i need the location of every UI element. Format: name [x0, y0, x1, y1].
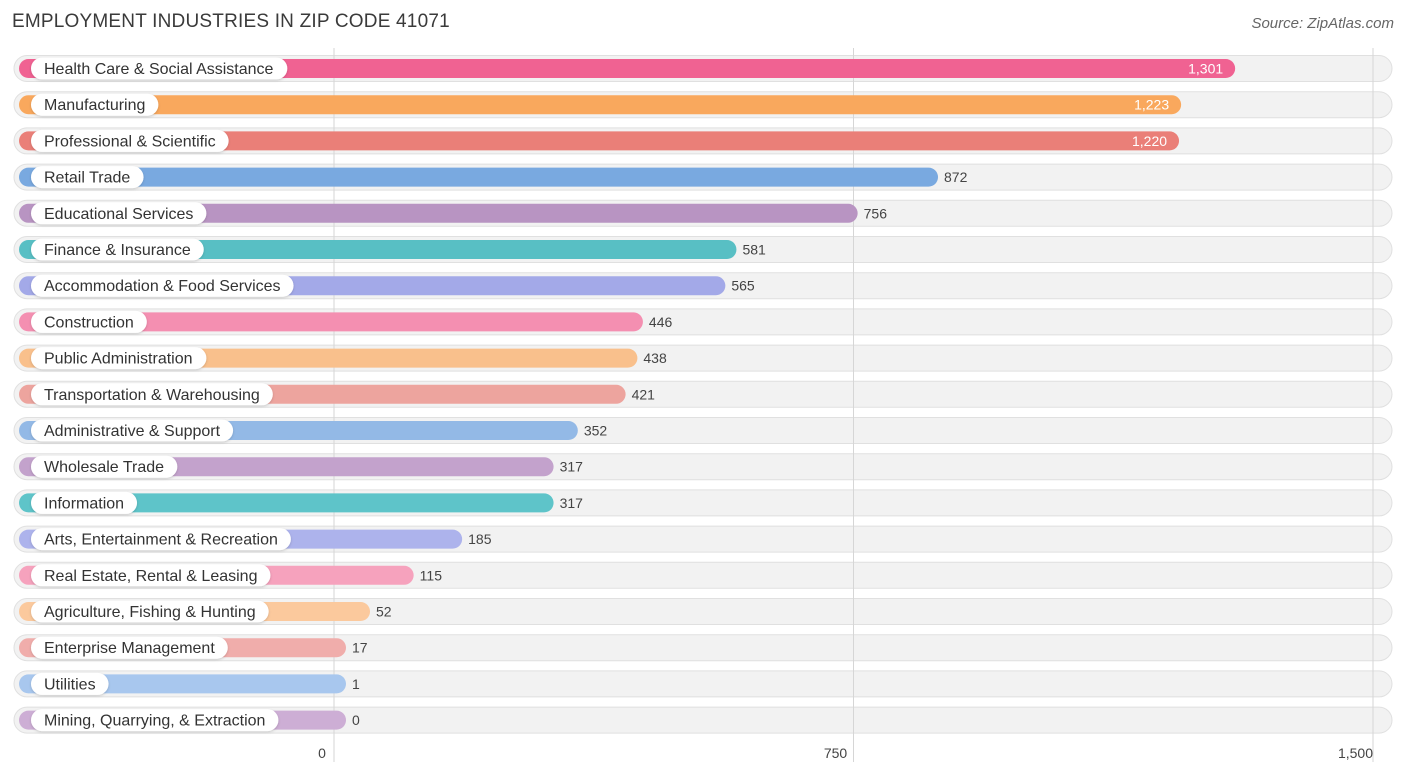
chart-title: EMPLOYMENT INDUSTRIES IN ZIP CODE 41071 — [12, 11, 450, 32]
row-track — [13, 634, 1393, 662]
category-label-pill — [31, 528, 291, 551]
category-label-pill — [31, 672, 109, 695]
value-label: 52 — [376, 604, 392, 620]
category-label-pill — [31, 455, 178, 478]
bar — [19, 59, 1236, 78]
category-label-pill — [31, 709, 279, 732]
category-label: Utilities — [44, 676, 96, 693]
bar — [19, 203, 858, 223]
value-label: 872 — [944, 169, 968, 185]
row-track — [13, 706, 1393, 734]
value-label: 317 — [560, 459, 584, 475]
category-label: Accommodation & Food Services — [44, 278, 281, 295]
source-label: Source: ZipAtlas.com — [1251, 15, 1394, 32]
bars: Health Care & Social Assistance 1,301 Manu… — [19, 57, 1236, 732]
category-label: Manufacturing — [44, 97, 145, 114]
category-label: Enterprise Management — [44, 640, 215, 657]
category-label-pill — [31, 491, 138, 514]
category-label: Public Administration — [44, 351, 193, 368]
category-label-pill — [31, 310, 147, 333]
x-tick-label: 0 — [318, 745, 326, 761]
x-tick-label: 750 — [824, 745, 848, 761]
value-label: 317 — [560, 495, 584, 511]
value-label: 565 — [731, 278, 755, 294]
value-label: 352 — [584, 423, 608, 439]
value-label: 581 — [742, 242, 766, 258]
category-label: Professional & Scientific — [44, 133, 216, 150]
category-label: Educational Services — [44, 206, 193, 223]
category-label: Arts, Entertainment & Recreation — [44, 532, 278, 549]
row-track — [13, 670, 1393, 698]
x-axis: 0 750 1,500 — [318, 745, 1373, 761]
category-label-pill — [31, 600, 269, 623]
value-label: 1,301 — [1188, 61, 1223, 77]
value-label: 1,220 — [1132, 133, 1167, 149]
category-label: Construction — [44, 314, 134, 331]
category-label-pill — [31, 202, 207, 225]
category-label: Wholesale Trade — [44, 459, 164, 476]
category-label-pill — [31, 166, 144, 189]
category-label-pill — [31, 238, 204, 261]
category-label-pill — [31, 274, 294, 297]
bar — [19, 167, 939, 187]
category-label-pill — [31, 564, 271, 587]
category-label-pill — [31, 57, 288, 80]
value-label: 438 — [643, 350, 667, 366]
category-label: Administrative & Support — [44, 423, 221, 440]
bar — [19, 95, 1182, 115]
category-label: Information — [44, 495, 124, 512]
category-label-pill — [31, 93, 159, 116]
category-label: Finance & Insurance — [44, 242, 191, 259]
value-label: 1,223 — [1134, 97, 1169, 113]
value-label: 421 — [632, 386, 656, 402]
category-label: Retail Trade — [44, 170, 130, 187]
category-label-pill — [31, 383, 273, 406]
category-label: Mining, Quarrying, & Extraction — [44, 713, 265, 730]
bar — [19, 493, 554, 513]
value-label: 17 — [352, 640, 368, 656]
category-label-pill — [31, 419, 234, 442]
value-label: 756 — [864, 205, 888, 221]
value-label: 0 — [352, 712, 360, 728]
category-label: Agriculture, Fishing & Hunting — [44, 604, 256, 621]
category-label: Real Estate, Rental & Leasing — [44, 568, 257, 585]
category-label-pill — [31, 347, 207, 370]
category-label: Transportation & Warehousing — [44, 387, 260, 404]
value-label: 446 — [649, 314, 673, 330]
x-tick-label: 1,500 — [1338, 745, 1373, 761]
bar — [19, 312, 643, 332]
value-label: 185 — [468, 531, 492, 547]
category-label-pill — [31, 129, 229, 152]
value-label: 115 — [420, 567, 443, 583]
value-label: 1 — [352, 676, 360, 692]
category-label: Health Care & Social Assistance — [44, 61, 274, 78]
bar — [19, 131, 1180, 151]
category-label-pill — [31, 636, 228, 659]
